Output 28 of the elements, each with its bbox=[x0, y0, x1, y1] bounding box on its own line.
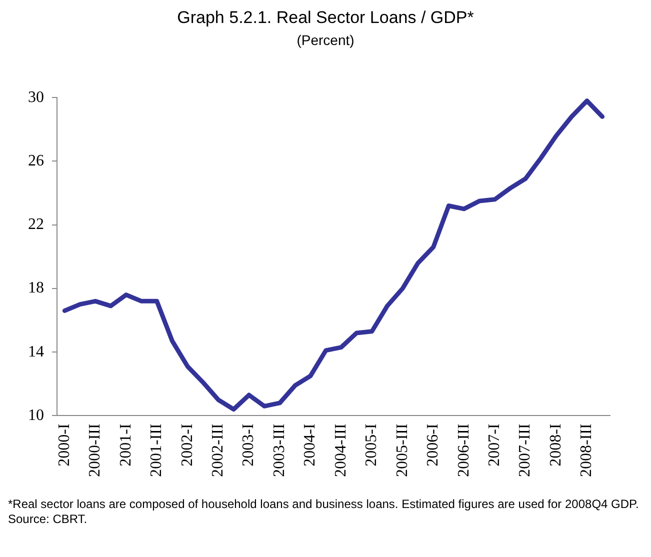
x-tick-label: 2004-III bbox=[332, 424, 350, 477]
y-tick-label: 18 bbox=[28, 280, 44, 297]
y-tick-label: 22 bbox=[28, 216, 44, 234]
x-tick-label: 2002-III bbox=[209, 424, 226, 477]
x-tick-label: 2003-III bbox=[270, 424, 288, 477]
x-tick-label: 2006-III bbox=[455, 424, 472, 477]
x-tick-label: 2001-III bbox=[148, 424, 166, 477]
x-tick-label: 2007-III bbox=[516, 424, 534, 477]
x-tick-label: 2007-I bbox=[486, 424, 503, 466]
x-tick-label: 2000-I bbox=[56, 424, 73, 466]
y-tick-label: 14 bbox=[28, 343, 44, 360]
text: *Real sector loans are composed of household loans and business loans. Estimated figures are used for 2008Q4 GDP. bbox=[8, 497, 640, 512]
y-tick-label: 30 bbox=[28, 88, 44, 106]
chart-subtitle: (Percent) bbox=[296, 32, 356, 48]
x-tick-label: 2005-III bbox=[394, 424, 411, 477]
x-tick-label: 2002-I bbox=[178, 424, 196, 466]
y-tick-label: 10 bbox=[28, 406, 44, 424]
x-tick-label: 2006-I bbox=[424, 424, 442, 466]
y-tick-label: 26 bbox=[28, 152, 44, 170]
source-note: Source: CBRT. bbox=[8, 512, 88, 527]
x-tick-label: 2000-III bbox=[86, 424, 104, 477]
x-tick-label: 2004-I bbox=[302, 424, 319, 466]
x-tick-label: 2008-III bbox=[578, 424, 596, 477]
x-tick-label: 2005-I bbox=[363, 424, 380, 466]
x-tick-label: 2003-I bbox=[240, 424, 258, 466]
chart-title: Graph 5.2.1. Real Sector Loans / GDP* bbox=[176, 8, 475, 28]
x-tick-label: 2008-I bbox=[547, 424, 564, 466]
x-tick-label: 2001-I bbox=[117, 424, 134, 466]
